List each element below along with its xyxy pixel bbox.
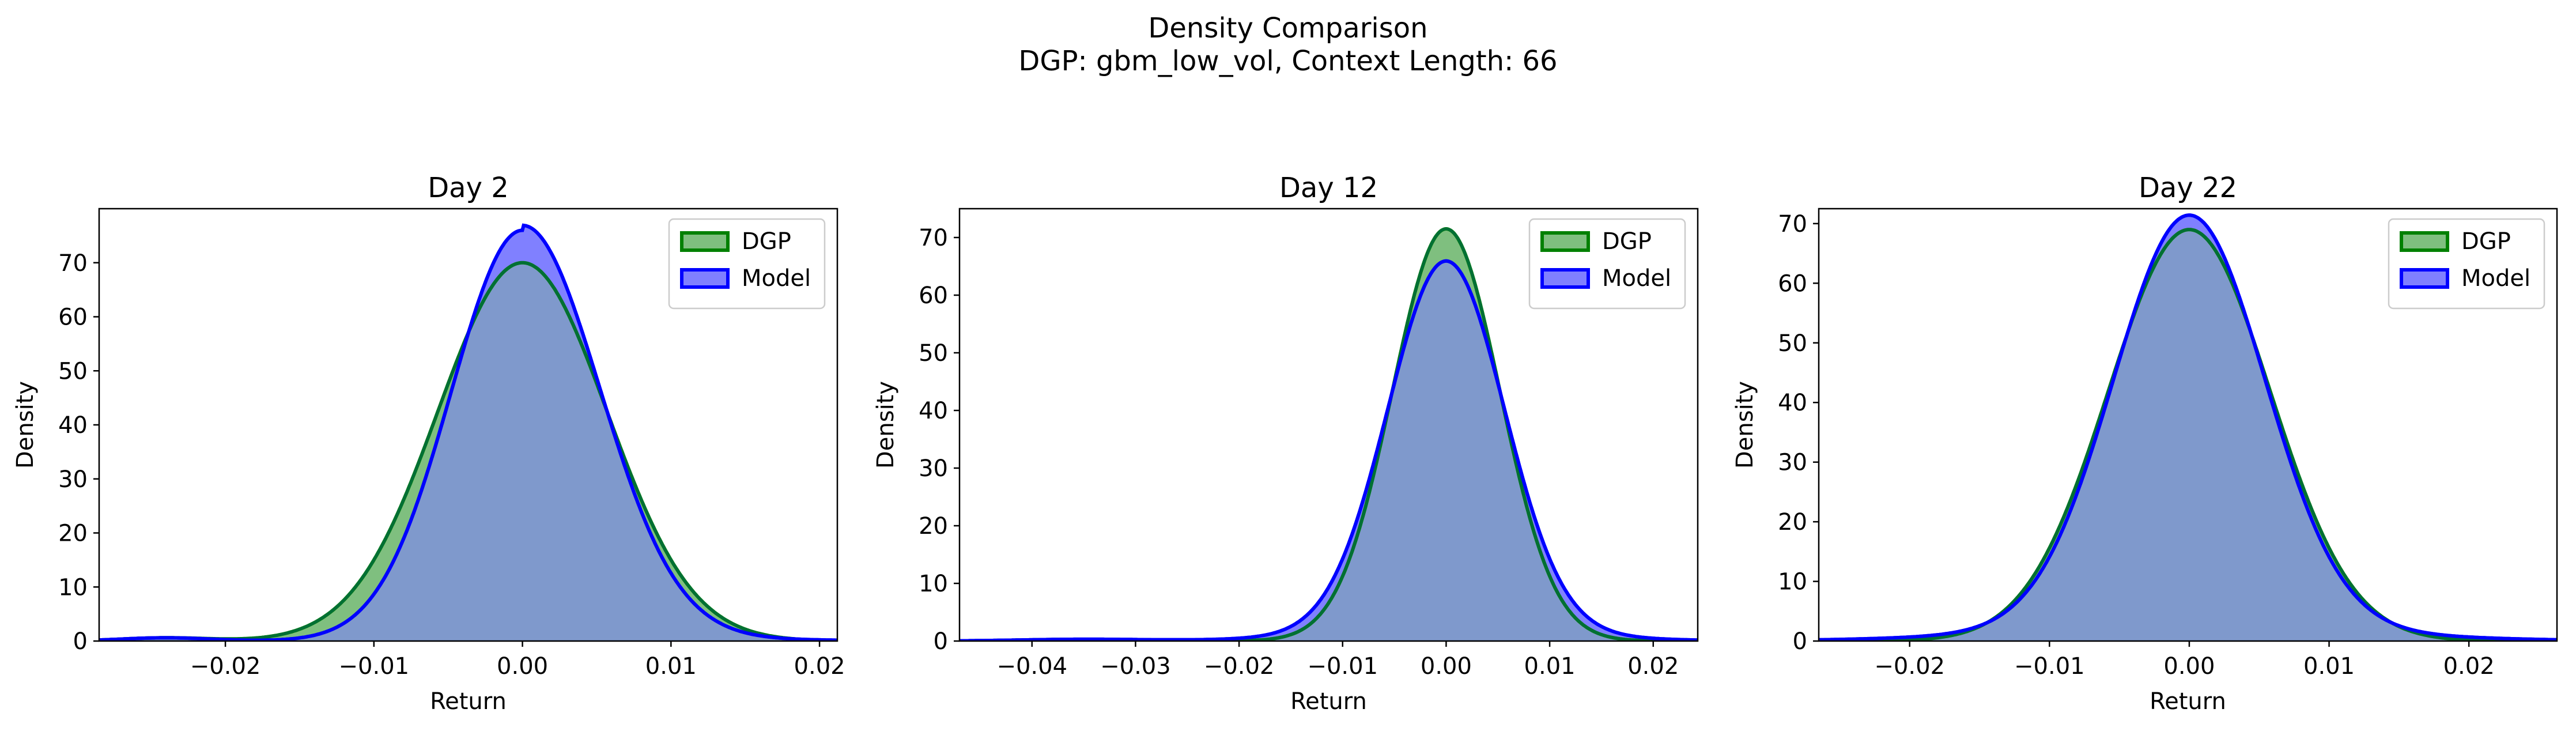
legend-swatch-model: [680, 268, 730, 289]
y-tick-label: 30: [919, 455, 948, 482]
legend-swatch-model: [2400, 268, 2449, 289]
x-tick-label: −0.03: [1100, 653, 1171, 680]
y-tick-label: 20: [1778, 509, 1807, 536]
line-model-top: [1819, 213, 2557, 641]
x-tick-label: 0.02: [794, 653, 845, 680]
y-tick-label: 40: [919, 398, 948, 424]
x-axis-label: Return: [2150, 688, 2226, 715]
legend-swatch-model: [1540, 268, 1590, 289]
y-tick-label: 0: [1793, 628, 1807, 655]
subplot-1: −0.02 −0.01 0.00 0.01 0.02 0 10 20 30 40 50 60 70 Day…: [12, 172, 845, 715]
x-tick-label: −0.04: [996, 653, 1067, 680]
y-tick-label: 50: [919, 340, 948, 367]
legend-label-dgp: DGP: [2461, 228, 2511, 255]
legend-label-dgp: DGP: [1602, 228, 1652, 255]
x-tick-label: 0.00: [1421, 653, 1472, 680]
y-tick-label: 10: [58, 574, 88, 601]
y-tick-label: 50: [1778, 330, 1807, 357]
y-tick-label: 30: [1778, 450, 1807, 476]
line-dgp-overlap: [1819, 228, 2557, 641]
y-axis-label: Density: [872, 381, 899, 469]
x-tick-label: 0.01: [645, 653, 697, 680]
y-tick-label: 70: [1778, 211, 1807, 238]
legend-label-dgp: DGP: [742, 228, 791, 255]
x-tick-label: −0.02: [1874, 653, 1945, 680]
line-model-top: [99, 223, 837, 641]
legend-label-model: Model: [1602, 265, 1671, 292]
legend-label-model: Model: [2461, 265, 2530, 292]
area-overlap: [960, 261, 1698, 641]
y-tick-label: 20: [58, 521, 88, 547]
x-tick-label: 0.02: [1627, 653, 1679, 680]
x-tick-label: −0.01: [1307, 653, 1378, 680]
legend: DGP Model: [1528, 218, 1686, 310]
y-tick-label: 0: [934, 628, 948, 655]
y-tick-label: 70: [58, 250, 88, 277]
x-tick-label: −0.01: [2014, 653, 2085, 680]
plot-area: [99, 223, 837, 641]
x-axis-label: Return: [430, 688, 507, 715]
axes-frame: [958, 208, 1699, 642]
legend: DGP Model: [2388, 218, 2545, 310]
y-axis-label: Density: [12, 381, 39, 469]
x-tick-label: 0.01: [2303, 653, 2355, 680]
subplot-2: −0.04 −0.03 −0.02 −0.01 0.00 0.01 0.02 0 10 20 30 4…: [872, 172, 1699, 715]
y-tick-label: 50: [58, 358, 88, 385]
subplot-3: −0.02 −0.01 0.00 0.01 0.02 0 10 20 30 40 50 60 70 Day…: [1732, 172, 2558, 715]
x-tick-label: 0.01: [1524, 653, 1576, 680]
axes-frame: [1818, 208, 2558, 642]
legend-swatch-dgp: [2400, 231, 2449, 252]
line-model-top: [960, 259, 1698, 641]
area-overlap: [99, 262, 837, 641]
figure-subtitle: DGP: gbm_low_vol, Context Length: 66: [1018, 45, 1557, 77]
plot-area: [1819, 213, 2557, 641]
y-tick-label: 10: [919, 571, 948, 597]
x-tick-label: −0.01: [339, 653, 410, 680]
x-tick-label: 0.00: [497, 653, 548, 680]
y-tick-label: 60: [58, 304, 88, 331]
figure-title: Density Comparison: [1148, 12, 1427, 44]
y-tick-label: 10: [1778, 569, 1807, 595]
y-tick-label: 20: [919, 513, 948, 540]
x-tick-label: −0.02: [190, 653, 261, 680]
y-tick-label: 60: [1778, 270, 1807, 297]
legend: DGP Model: [668, 218, 826, 310]
subplots: −0.02 −0.01 0.00 0.01 0.02 0 10 20 30 40 50 60 70 Day…: [12, 172, 2558, 715]
subplot-title: Day 22: [2139, 172, 2237, 204]
subplot-title: Day 2: [428, 172, 509, 204]
x-tick-label: −0.02: [1204, 653, 1275, 680]
legend-label-model: Model: [742, 265, 811, 292]
y-tick-label: 40: [1778, 390, 1807, 416]
area-overlap: [1819, 229, 2557, 641]
y-tick-label: 40: [58, 412, 88, 439]
x-tick-label: 0.02: [2443, 653, 2495, 680]
y-tick-label: 60: [919, 282, 948, 309]
x-tick-label: 0.00: [2163, 653, 2215, 680]
plot-area: [960, 227, 1698, 641]
subplot-title: Day 12: [1279, 172, 1378, 204]
y-tick-label: 0: [73, 628, 88, 655]
legend-swatch-dgp: [1540, 231, 1590, 252]
legend-swatch-dgp: [680, 231, 730, 252]
y-axis-label: Density: [1732, 381, 1758, 469]
y-tick-label: 30: [58, 466, 88, 493]
y-tick-label: 70: [919, 225, 948, 251]
x-axis-label: Return: [1290, 688, 1367, 715]
